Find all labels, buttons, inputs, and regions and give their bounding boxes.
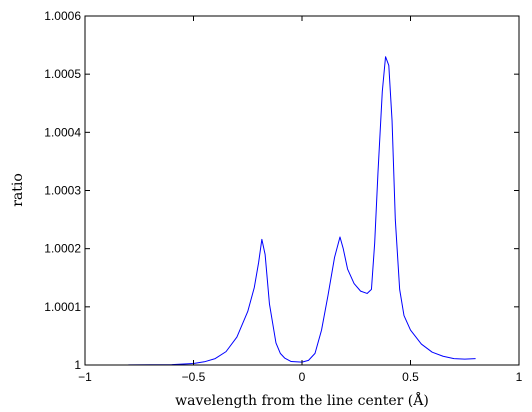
- y-tick-label: 1.0002: [44, 242, 81, 256]
- x-tick-label: −0.5: [182, 370, 206, 384]
- y-tick-label: 1: [74, 358, 81, 372]
- y-tick-label: 1.0001: [44, 300, 81, 314]
- y-tick-label: 1.0006: [44, 9, 81, 23]
- x-tick-label: 0: [299, 370, 306, 384]
- y-tick-label: 1.0005: [44, 67, 81, 81]
- x-tick-label: 0.5: [402, 370, 419, 384]
- x-axis-label: wavelength from the line center (Å): [175, 391, 429, 409]
- series-layer: [128, 56, 476, 366]
- plot-background: [85, 16, 519, 365]
- plot-frame: [84, 15, 520, 366]
- series-line-0: [128, 56, 476, 366]
- x-tick-label: −1: [78, 370, 92, 384]
- y-axis-label: ratio: [10, 173, 26, 207]
- x-tick-label: 1: [516, 370, 523, 384]
- y-tick-label: 1.0004: [44, 125, 81, 139]
- tick-layer: −1 −0.5 0 0.5 1 1 1.0001 1.0002 1.0003 1.0004 1.00…: [44, 9, 522, 384]
- y-tick-label: 1.0003: [44, 184, 81, 198]
